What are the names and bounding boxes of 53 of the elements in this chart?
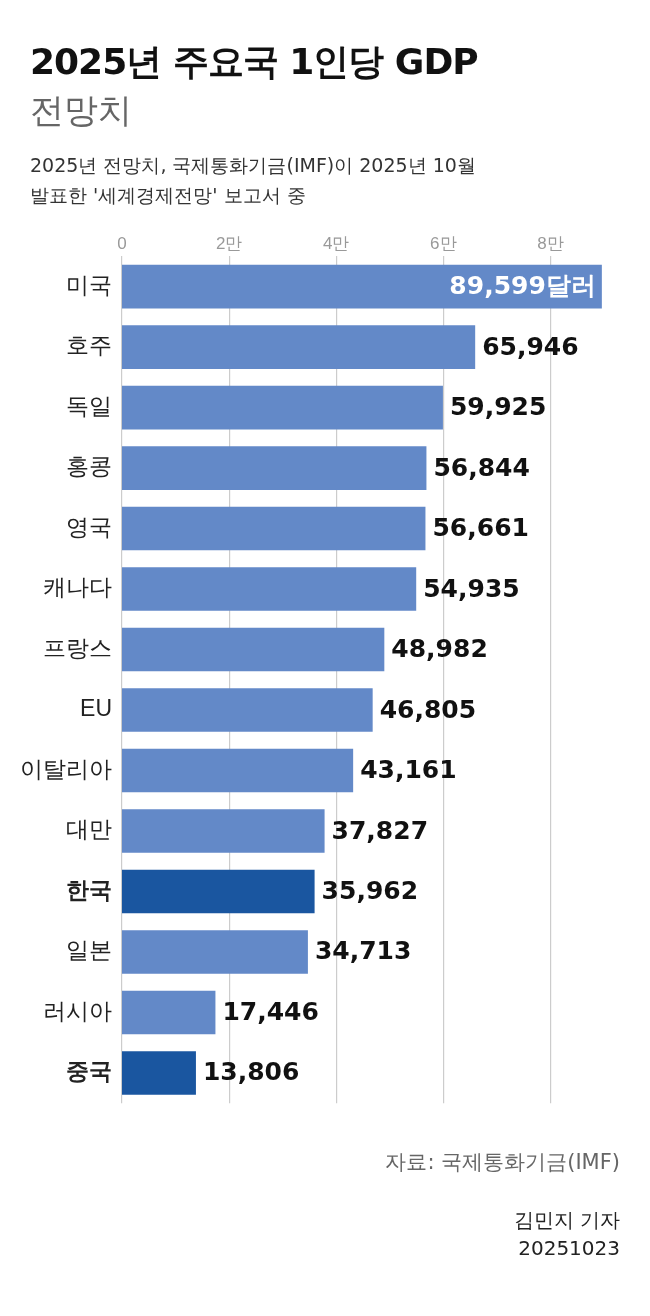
data-label: 48,982 bbox=[391, 634, 488, 664]
bar bbox=[122, 627, 385, 672]
chart-title: 2025년 주요국 1인당 GDP bbox=[30, 40, 478, 84]
bar bbox=[122, 869, 315, 914]
y-tick-label: 미국 bbox=[66, 271, 112, 298]
y-tick-label: 일본 bbox=[66, 937, 112, 964]
data-label: 59,925 bbox=[449, 392, 547, 422]
y-tick-label: 영국 bbox=[66, 513, 112, 540]
bar bbox=[122, 1051, 196, 1095]
y-tick-label: 러시아 bbox=[43, 997, 112, 1024]
y-tick-label: 독일 bbox=[66, 392, 112, 419]
y-tick-label: 한국 bbox=[66, 876, 112, 903]
x2-tick-label: 4만 bbox=[322, 233, 350, 253]
data-label: 56,844 bbox=[433, 452, 530, 482]
data-label: 17,446 bbox=[222, 996, 319, 1026]
x2-tick-label: 8만 bbox=[537, 233, 564, 253]
bar bbox=[122, 446, 427, 490]
data-label: 34,713 bbox=[314, 936, 412, 966]
bar bbox=[122, 506, 426, 551]
bar bbox=[122, 385, 443, 430]
text: 20251023 bbox=[518, 1236, 620, 1260]
bar bbox=[122, 688, 373, 732]
bar bbox=[122, 748, 354, 793]
data-label: 37,827 bbox=[331, 815, 429, 845]
data-label: 89,599달러 bbox=[449, 271, 596, 301]
bar bbox=[122, 264, 602, 309]
x2-tick-label: 0 bbox=[117, 233, 127, 253]
data-label: 65,946 bbox=[482, 331, 579, 361]
y-tick-label: 중국 bbox=[66, 1058, 112, 1085]
y-tick-label: 홍콩 bbox=[66, 453, 112, 480]
x2-tick-label: 6만 bbox=[430, 233, 457, 253]
y-tick-label: 대만 bbox=[66, 816, 112, 843]
bar bbox=[122, 990, 216, 1035]
y-tick-label: 호주 bbox=[66, 332, 112, 359]
data-label: 56,661 bbox=[432, 513, 529, 543]
data-label: 43,161 bbox=[360, 755, 457, 785]
chart-subtitle: 전망치 bbox=[30, 89, 132, 132]
data-label: 54,935 bbox=[423, 573, 520, 603]
bar bbox=[122, 809, 325, 853]
data-label: 35,962 bbox=[321, 876, 419, 905]
data-label: 13,806 bbox=[202, 1057, 300, 1087]
y-tick-label: 이탈리아 bbox=[20, 755, 112, 782]
y-tick-label: 프랑스 bbox=[43, 634, 112, 661]
text: 2025년 전망치, 국제통화기금(IMF)이 2025년 10월 발표한 '세계경제전망' 보고서 중 bbox=[30, 153, 477, 208]
text: 김민지 기자 bbox=[513, 1208, 620, 1232]
text: 자료: 국제통화기금(IMF) bbox=[385, 1149, 620, 1176]
data-label: 46,805 bbox=[379, 694, 477, 724]
y-tick-label: 캐나다 bbox=[43, 574, 112, 601]
bar bbox=[122, 567, 417, 611]
x2-tick-label: 2만 bbox=[215, 233, 243, 253]
y-tick-label: EU bbox=[80, 695, 112, 722]
bar bbox=[122, 930, 308, 974]
bar bbox=[122, 325, 476, 369]
